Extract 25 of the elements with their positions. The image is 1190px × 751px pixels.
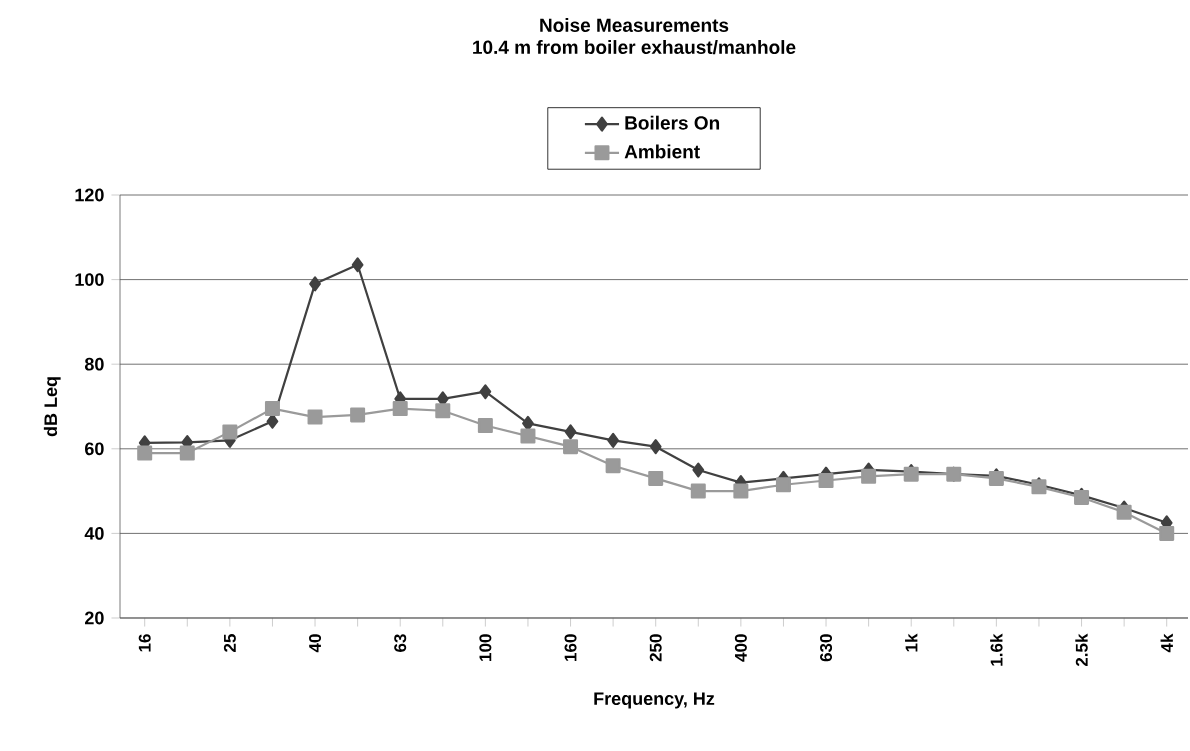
legend-label: Boilers On: [625, 115, 720, 130]
x-tick-label: 40: [309, 634, 322, 653]
legend-label: Ambient: [624, 144, 700, 159]
y-tick-label: 20: [85, 611, 104, 625]
x-tick-label: 2.5k: [1075, 633, 1088, 667]
x-tick-label: 4k: [1160, 633, 1173, 653]
chart-title: Noise Measurements: [540, 18, 729, 33]
x-axis-title: Frequency, Hz: [594, 692, 715, 709]
x-tick-label: 1k: [905, 633, 918, 652]
y-tick-label: 40: [84, 527, 104, 540]
x-tick-label: 250: [649, 634, 662, 662]
x-tick-label: 100: [479, 634, 492, 661]
y-tick-label: 80: [84, 357, 104, 371]
chart-subtitle: 10.4 m from boiler exhaust/manhole: [473, 40, 796, 55]
x-tick-label: 400: [734, 634, 747, 662]
x-tick-label: 25: [223, 634, 236, 652]
x-tick-label: 16: [138, 634, 151, 652]
x-tick-label: 630: [820, 634, 833, 662]
y-tick-label: 100: [75, 273, 104, 286]
x-tick-label: 160: [564, 634, 577, 661]
y-axis-title: dB Leq: [43, 377, 61, 437]
y-tick-label: 60: [85, 442, 104, 456]
x-tick-label: 63: [394, 634, 407, 652]
y-tick-label: 120: [75, 188, 104, 202]
x-tick-label: 1.6k: [990, 633, 1003, 666]
